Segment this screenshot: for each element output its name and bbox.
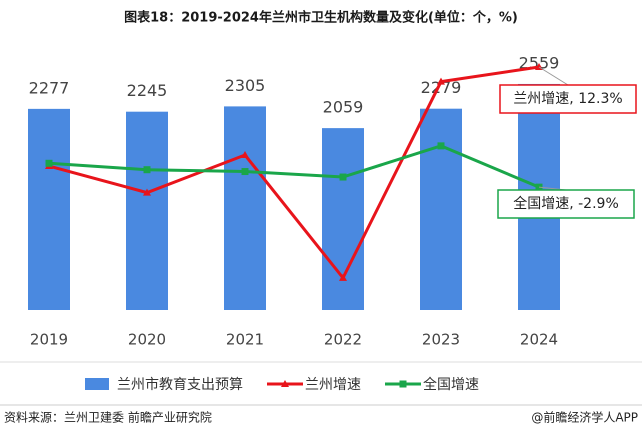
marker — [339, 273, 347, 281]
data-label: 2279 — [421, 78, 462, 97]
marker — [437, 142, 445, 150]
x-tick-label: 2019 — [30, 331, 68, 349]
marker — [45, 159, 53, 167]
x-tick-label: 2023 — [422, 331, 460, 349]
annotation: 兰州增速, 12.3% — [513, 91, 622, 107]
marker — [241, 168, 249, 176]
legend-label: 全国增速 — [423, 376, 479, 393]
marker — [143, 188, 151, 196]
data-label: 2245 — [127, 81, 168, 100]
data-label: 2305 — [225, 76, 266, 95]
legend-swatch — [85, 378, 109, 390]
data-label: 2059 — [323, 98, 364, 117]
annotation-box — [499, 84, 637, 114]
marker — [143, 166, 151, 174]
leader-line — [538, 66, 569, 86]
x-tick-label: 2024 — [520, 331, 558, 349]
legend-label: 兰州增速 — [305, 377, 361, 393]
bar — [224, 106, 266, 311]
annotation: 全国增速, -2.9% — [513, 195, 619, 212]
x-tick-label: 2021 — [226, 331, 264, 349]
bar — [28, 108, 70, 311]
chart-title: 图表18：2019-2024年兰州市卫生机构数量及变化(单位：个，%) — [124, 10, 518, 26]
annotation-box — [497, 189, 635, 219]
bar — [420, 108, 462, 311]
bar — [322, 128, 364, 310]
x-tick-label: 2022 — [324, 331, 362, 349]
legend-marker — [399, 380, 407, 388]
marker — [241, 151, 249, 159]
marker — [339, 173, 347, 181]
line — [48, 65, 540, 281]
data-label: 2277 — [29, 78, 70, 97]
marker — [437, 77, 445, 85]
bar — [126, 111, 168, 310]
source: 资料来源：兰州卫建委 前瞻产业研究院 — [4, 410, 212, 425]
legend-label: 兰州市教育支出预算 — [117, 376, 243, 393]
brand: @前瞻经济学人APP — [531, 410, 638, 425]
legend-marker — [281, 380, 289, 387]
line — [48, 144, 540, 189]
x-tick-label: 2020 — [128, 331, 166, 349]
